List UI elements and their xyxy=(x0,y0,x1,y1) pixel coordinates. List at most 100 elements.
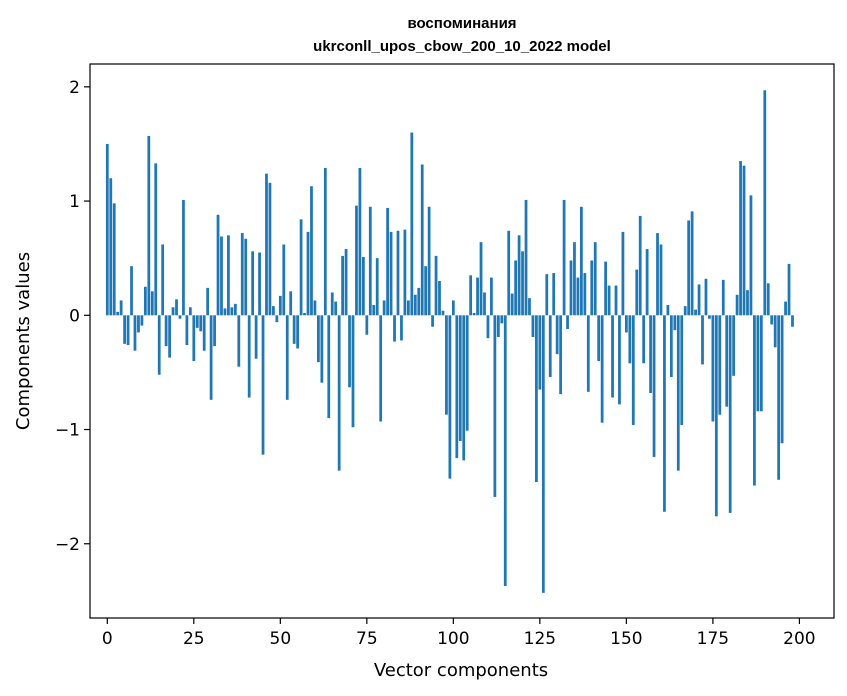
bar-3 xyxy=(116,311,120,316)
bar-77 xyxy=(372,305,376,316)
bar-14 xyxy=(154,163,158,316)
bar-57 xyxy=(303,313,306,316)
bar-148 xyxy=(618,315,621,405)
x-axis-ticks: 0 25 50 75 100 125 150 175 200 xyxy=(102,618,816,649)
bar-10 xyxy=(140,315,144,326)
bar-4 xyxy=(119,300,123,316)
bar-169 xyxy=(690,211,694,316)
bar-161 xyxy=(663,315,666,512)
bar-36 xyxy=(230,307,234,316)
bar-143 xyxy=(600,315,604,423)
bar-118 xyxy=(514,260,518,316)
bar-6 xyxy=(126,315,130,345)
x-tick-label-175: 175 xyxy=(697,629,729,649)
y-tick-label-1: 1 xyxy=(69,192,80,212)
bar-121 xyxy=(524,199,528,316)
bar-195 xyxy=(780,315,784,444)
bar-146 xyxy=(611,315,614,398)
bar-177 xyxy=(718,315,722,415)
bar-174 xyxy=(708,315,711,319)
bar-185 xyxy=(746,290,749,316)
bar-106 xyxy=(472,313,476,316)
bar-128 xyxy=(548,315,552,377)
bar-49 xyxy=(275,315,279,323)
bar-154 xyxy=(638,215,642,316)
bar-107 xyxy=(476,277,479,316)
bar-103 xyxy=(462,315,466,461)
x-tick-label-150: 150 xyxy=(610,629,642,649)
bar-16 xyxy=(161,244,165,316)
bar-37 xyxy=(233,303,237,316)
x-tick-label-125: 125 xyxy=(524,629,556,649)
bar-160 xyxy=(659,244,663,316)
bar-56 xyxy=(299,219,303,316)
bar-19 xyxy=(171,307,175,316)
bar-182 xyxy=(735,294,739,316)
bar-147 xyxy=(614,285,618,316)
bar-127 xyxy=(545,274,549,316)
bar-24 xyxy=(188,307,192,316)
bar-72 xyxy=(355,205,358,316)
bar-34 xyxy=(223,308,227,316)
x-tick-label-50: 50 xyxy=(270,629,292,649)
bar-125 xyxy=(538,315,542,390)
bar-181 xyxy=(732,315,736,376)
bar-142 xyxy=(597,315,601,361)
bar-122 xyxy=(528,298,531,316)
bar-20 xyxy=(175,299,178,316)
y-tick-label--2: −2 xyxy=(55,535,80,555)
bar-138 xyxy=(583,273,587,316)
bar-158 xyxy=(652,315,656,457)
bar-165 xyxy=(676,315,680,471)
bar-70 xyxy=(348,315,351,388)
y-tick-label-0: 0 xyxy=(69,306,80,326)
bar-191 xyxy=(766,283,770,316)
bar-92 xyxy=(424,266,428,316)
bar-74 xyxy=(361,257,365,316)
bar-137 xyxy=(580,206,583,316)
bar-162 xyxy=(666,305,670,316)
bar-135 xyxy=(573,242,576,316)
bar-196 xyxy=(784,301,787,316)
bar-115 xyxy=(503,315,507,587)
bar-44 xyxy=(258,252,261,316)
x-tick-label-0: 0 xyxy=(102,629,113,649)
chart-title: воспоминания xyxy=(407,15,516,32)
bar-89 xyxy=(413,294,417,316)
bars-group xyxy=(105,90,794,593)
bar-110 xyxy=(486,315,490,339)
bar-140 xyxy=(590,260,594,316)
bar-25 xyxy=(192,315,196,361)
bar-81 xyxy=(386,207,389,316)
bar-132 xyxy=(562,199,566,316)
bar-90 xyxy=(417,287,421,316)
bar-99 xyxy=(448,315,452,479)
bar-95 xyxy=(434,255,438,316)
bar-41 xyxy=(247,315,251,398)
bar-155 xyxy=(642,315,646,364)
bar-17 xyxy=(164,315,168,347)
bar-85 xyxy=(400,315,403,341)
bar-187 xyxy=(753,315,756,486)
bar-38 xyxy=(237,315,241,367)
bar-69 xyxy=(344,249,348,316)
bar-15 xyxy=(157,315,161,375)
bar-173 xyxy=(704,278,708,316)
bar-157 xyxy=(649,315,652,393)
bar-179 xyxy=(725,315,729,407)
bar-102 xyxy=(458,315,462,441)
bar-139 xyxy=(586,315,590,392)
x-tick-label-200: 200 xyxy=(783,629,815,649)
bar-5 xyxy=(123,315,126,344)
bar-105 xyxy=(469,275,473,316)
bar-18 xyxy=(168,315,171,358)
x-tick-label-25: 25 xyxy=(183,629,205,649)
bar-197 xyxy=(787,263,791,316)
bar-13 xyxy=(150,291,154,316)
bar-29 xyxy=(206,287,210,316)
bar-100 xyxy=(451,300,455,316)
bar-80 xyxy=(382,300,386,316)
bar-178 xyxy=(721,279,725,316)
bar-68 xyxy=(341,255,344,316)
